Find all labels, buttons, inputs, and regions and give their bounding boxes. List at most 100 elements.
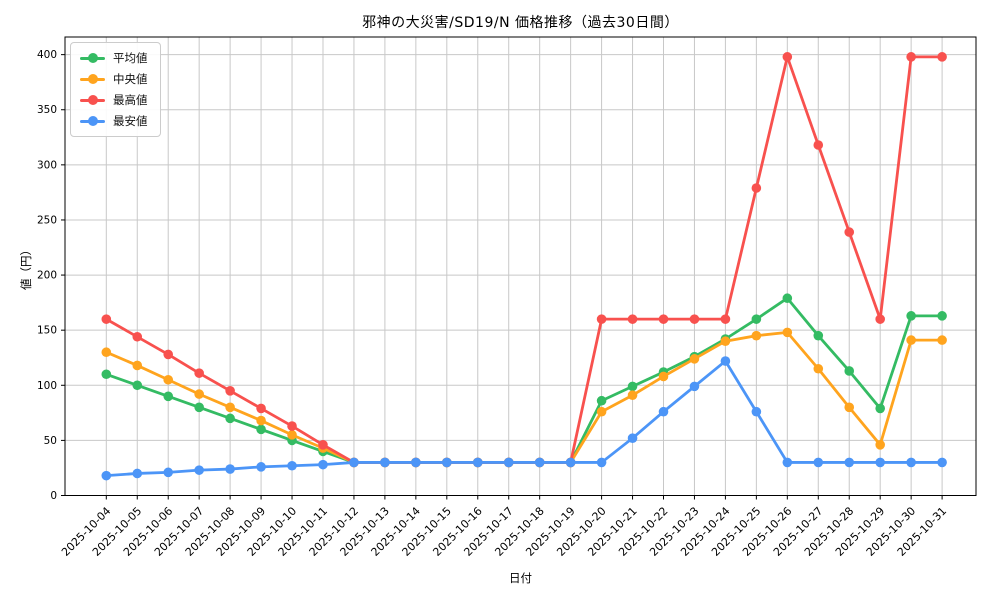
legend-dot-icon: [87, 95, 98, 105]
data-point: [194, 389, 204, 399]
data-point: [256, 415, 266, 426]
data-point: [689, 381, 700, 392]
data-point: [813, 140, 824, 150]
data-point: [256, 403, 266, 414]
data-point: [627, 314, 638, 324]
data-point: [163, 391, 174, 402]
legend-dot-icon: [87, 116, 98, 126]
data-point: [782, 457, 793, 468]
legend-line-icon: [80, 74, 105, 84]
legend-item-median: 中央値: [80, 71, 148, 87]
data-point: [472, 457, 483, 468]
data-point: [132, 380, 143, 391]
data-point: [751, 183, 762, 193]
series-median: [101, 327, 947, 468]
data-point: [565, 457, 576, 468]
gridlines: [65, 37, 976, 496]
legend-item-average: 平均値: [80, 50, 148, 66]
data-point: [287, 460, 297, 471]
data-point: [101, 369, 112, 380]
chart-title: 邪神の大災害/SD19/N 価格推移（過去30日間）: [362, 15, 679, 31]
data-point: [163, 374, 174, 385]
data-point: [349, 457, 359, 468]
y-tick-label: 350: [37, 104, 57, 116]
data-point: [132, 331, 143, 342]
data-point: [720, 356, 731, 366]
data-point: [132, 468, 143, 479]
data-point: [689, 354, 700, 364]
data-point: [596, 395, 607, 406]
data-point: [225, 464, 235, 474]
data-point: [658, 371, 669, 382]
data-point: [225, 385, 235, 396]
data-point: [101, 314, 112, 324]
y-axis-label: 値（円）: [19, 244, 33, 290]
data-point: [627, 390, 638, 401]
data-point: [782, 293, 793, 304]
data-point: [751, 330, 762, 341]
data-point: [163, 349, 174, 360]
data-point: [720, 314, 731, 324]
data-point: [875, 403, 885, 414]
data-point: [627, 433, 638, 443]
data-point: [782, 52, 793, 62]
data-point: [751, 314, 762, 324]
y-tick-label: 400: [37, 49, 57, 61]
legend-line-icon: [80, 116, 105, 126]
data-point: [689, 314, 700, 324]
data-point: [627, 381, 638, 392]
y-tick-label: 150: [37, 325, 57, 337]
data-point: [813, 457, 824, 468]
data-point: [875, 440, 885, 450]
data-point: [163, 467, 174, 478]
data-point: [658, 406, 669, 417]
data-point: [256, 462, 266, 472]
data-point: [596, 406, 607, 417]
series-average: [101, 293, 947, 468]
data-point: [906, 335, 916, 345]
legend-line-icon: [80, 95, 105, 105]
data-point: [318, 459, 328, 470]
legend-label: 中央値: [113, 72, 148, 86]
data-point: [225, 413, 235, 424]
y-tick-labels: 0 50 100 150 200 250 300 350 400: [37, 49, 57, 502]
y-tick-label: 0: [50, 490, 57, 502]
data-point: [813, 363, 824, 374]
data-point: [751, 406, 762, 417]
y-tick-label: 200: [37, 270, 57, 282]
legend-item-max: 最高値: [80, 92, 148, 108]
data-point: [318, 440, 328, 450]
data-point: [194, 402, 204, 413]
data-point: [906, 457, 916, 468]
data-point: [101, 347, 112, 358]
data-point: [132, 360, 143, 371]
data-point: [813, 330, 824, 341]
data-point: [782, 327, 793, 338]
data-point: [844, 227, 855, 237]
plot-border: [64, 36, 977, 496]
legend-label: 最安値: [113, 114, 148, 128]
data-point: [194, 465, 204, 475]
series-min: [101, 356, 947, 481]
data-point: [256, 424, 266, 435]
data-point: [534, 457, 545, 468]
data-point: [658, 314, 669, 324]
legend-label: 最高値: [113, 93, 148, 107]
data-point: [442, 457, 452, 468]
data-point: [194, 368, 204, 378]
data-point: [937, 457, 947, 468]
y-tick-label: 300: [37, 159, 57, 171]
data-point: [225, 402, 235, 413]
data-point: [101, 470, 112, 481]
data-point: [380, 457, 390, 468]
data-point: [906, 311, 916, 321]
data-point: [844, 402, 855, 413]
data-point: [937, 52, 947, 62]
data-point: [503, 457, 514, 468]
axis-ticks: [61, 54, 943, 500]
data-point: [906, 52, 916, 62]
data-point: [287, 421, 297, 431]
legend-label: 平均値: [113, 51, 148, 65]
data-point: [287, 430, 297, 440]
